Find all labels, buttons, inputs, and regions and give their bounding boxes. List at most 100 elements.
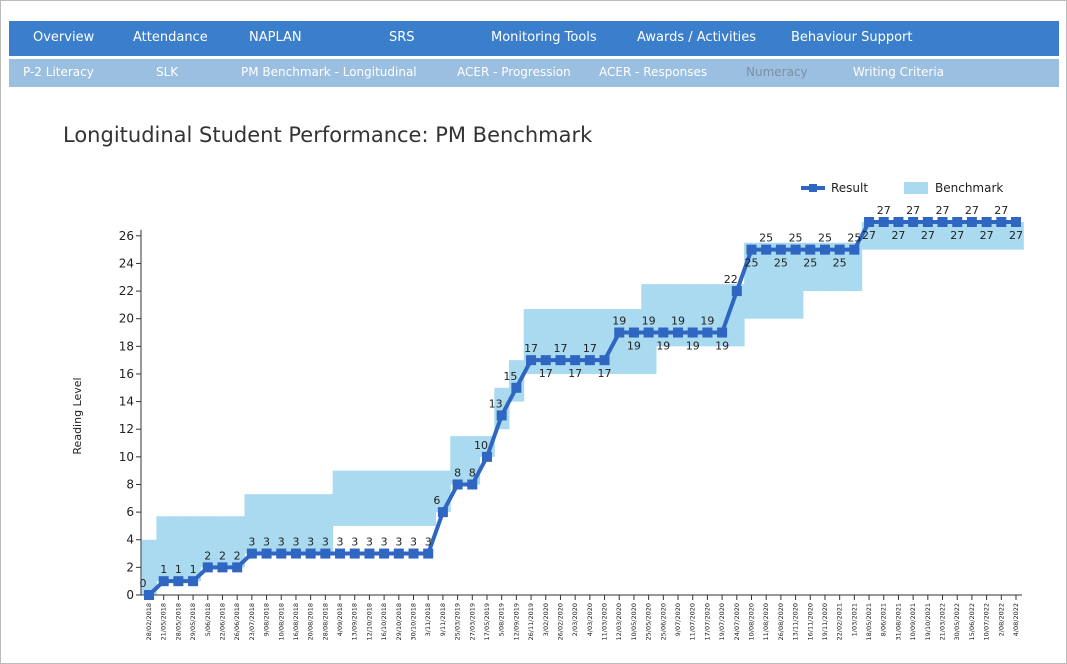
x-tick-label: 11/03/2020: [601, 603, 609, 640]
benchmark-band: [876, 222, 892, 250]
chart-title: Longitudinal Student Performance: PM Ben…: [63, 123, 593, 147]
x-tick-label: 15/06/2022: [968, 603, 976, 640]
x-tick-label: 23/07/2018: [248, 603, 256, 640]
data-label: 27: [994, 204, 1008, 217]
x-tick-label: 16/08/2018: [292, 603, 300, 640]
benchmark-band: [464, 436, 481, 485]
result-marker: [452, 479, 463, 490]
benchmark-band: [229, 516, 246, 568]
result-marker: [379, 548, 390, 559]
result-marker: [614, 327, 625, 338]
benchmark-band: [817, 242, 833, 292]
x-tick-label: 10/07/2022: [983, 603, 991, 640]
data-label: 25: [847, 232, 861, 245]
result-marker: [922, 217, 933, 227]
data-label: 19: [700, 315, 714, 328]
y-tick-label: 22: [119, 284, 134, 298]
y-tick-label: 4: [126, 533, 134, 547]
y-tick-label: 20: [119, 312, 134, 326]
data-label: 10: [474, 439, 488, 452]
result-marker: [658, 327, 669, 338]
data-label: 8: [469, 466, 476, 479]
benchmark-band: [758, 242, 775, 319]
y-tick-label: 2: [126, 560, 134, 574]
benchmark-band: [273, 494, 290, 554]
data-label: 0: [140, 577, 147, 590]
data-label: 3: [248, 536, 255, 549]
result-marker: [496, 410, 507, 421]
nav-tab[interactable]: Numeracy: [746, 65, 808, 79]
result-marker: [570, 355, 581, 366]
nav-tab[interactable]: Attendance: [133, 30, 208, 45]
x-tick-label: 4/09/2018: [336, 603, 344, 636]
data-label: 3: [410, 536, 417, 549]
result-marker: [246, 548, 257, 559]
benchmark-band: [611, 309, 628, 374]
data-label: 2: [204, 549, 211, 562]
benchmark-band: [200, 516, 216, 568]
result-marker: [864, 217, 875, 227]
x-tick-label: 26/06/2018: [233, 603, 241, 640]
result-marker: [202, 562, 213, 573]
data-label: 27: [906, 204, 920, 217]
x-tick-label: 4/03/2020: [586, 603, 594, 636]
nav-tab[interactable]: ACER - Responses: [599, 65, 708, 79]
x-tick-label: 19/10/2021: [924, 603, 932, 640]
nav-tab[interactable]: ACER - Progression: [457, 65, 571, 79]
nav-tab[interactable]: Monitoring Tools: [491, 30, 597, 45]
x-tick-label: 10/05/2020: [630, 603, 638, 640]
data-label: 17: [524, 342, 538, 355]
data-label: 17: [598, 367, 612, 380]
legend-swatch: [809, 184, 817, 192]
x-tick-label: 28/05/2018: [174, 603, 182, 640]
nav-tab[interactable]: Awards / Activities: [637, 30, 757, 45]
data-label: 19: [671, 315, 685, 328]
data-label: 3: [337, 536, 344, 549]
result-marker: [188, 576, 199, 587]
data-label: 2: [234, 549, 241, 562]
data-label: 17: [568, 367, 582, 380]
result-marker: [349, 548, 360, 559]
legend-swatch: [904, 182, 928, 194]
result-marker: [511, 382, 522, 393]
data-label: 8: [454, 466, 461, 479]
result-marker: [981, 217, 992, 227]
nav-tab[interactable]: P-2 Literacy: [23, 65, 94, 79]
data-label: 13: [489, 397, 503, 410]
nav-tab[interactable]: PM Benchmark - Longitudinal: [241, 65, 417, 79]
x-tick-label: 2/08/2022: [997, 603, 1005, 636]
y-tick-label: 24: [119, 256, 134, 270]
result-marker: [467, 479, 478, 490]
benchmark-band: [920, 222, 936, 250]
benchmark-band: [391, 470, 407, 526]
x-tick-label: 27/03/2019: [468, 603, 476, 640]
result-marker: [364, 548, 375, 559]
nav-tab[interactable]: Writing Criteria: [853, 65, 945, 79]
result-marker: [731, 286, 742, 297]
nav-tab[interactable]: Behaviour Support: [791, 30, 913, 45]
data-label: 27: [950, 229, 964, 242]
result-marker: [878, 217, 889, 227]
benchmark-band: [156, 516, 172, 582]
data-label: 19: [612, 315, 626, 328]
data-label: 3: [278, 536, 285, 549]
nav-tab[interactable]: Overview: [33, 30, 95, 45]
nav-tab[interactable]: SLK: [156, 65, 179, 79]
nav-tab[interactable]: NAPLAN: [249, 30, 302, 45]
x-tick-label: 4/08/2022: [1012, 603, 1020, 636]
x-tick-label: 13/09/2018: [351, 603, 359, 640]
benchmark-band: [215, 516, 231, 568]
result-marker: [805, 244, 816, 255]
benchmark-band: [185, 516, 201, 582]
result-marker: [687, 327, 698, 338]
x-tick-label: 26/11/2019: [527, 603, 535, 640]
x-tick-label: 3/11/2018: [424, 603, 432, 636]
x-tick-label: 30/05/2022: [953, 603, 961, 640]
result-marker: [790, 244, 801, 255]
result-marker: [217, 562, 228, 573]
benchmark-band: [303, 494, 319, 554]
nav-tab[interactable]: SRS: [389, 30, 415, 45]
data-label: 19: [627, 340, 641, 353]
